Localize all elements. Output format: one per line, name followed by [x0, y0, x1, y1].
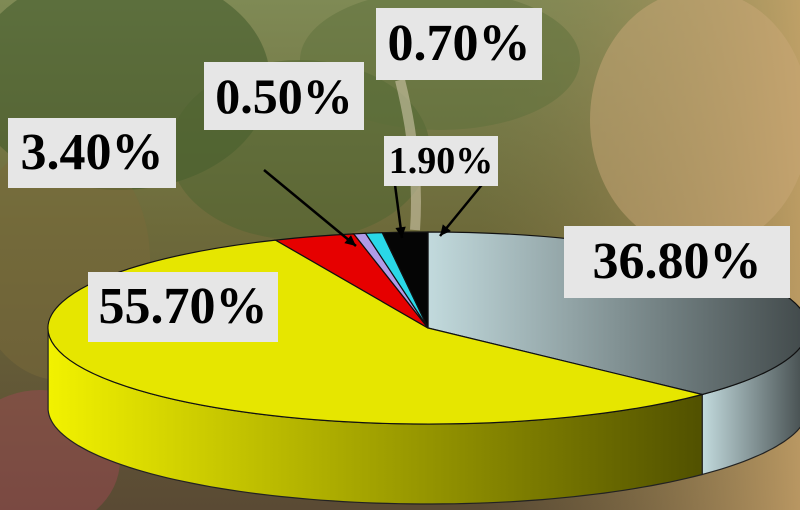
slice-label-1-90: 1.90% — [384, 136, 498, 186]
leader-arrowhead-0 — [344, 235, 356, 246]
pie-slice-5 — [381, 231, 429, 329]
slice-label-0-70: 0.70% — [376, 8, 542, 80]
slice-label-3-40: 3.40% — [8, 118, 176, 188]
slice-label-55-70: 55.70% — [88, 272, 278, 342]
leader-arrowhead-2 — [440, 224, 451, 236]
slice-label-0-50: 0.50% — [204, 62, 364, 130]
slice-label-36-80: 36.80% — [564, 226, 790, 298]
leader-line-0 — [263, 169, 357, 247]
leader-arrowhead-1 — [395, 226, 406, 238]
